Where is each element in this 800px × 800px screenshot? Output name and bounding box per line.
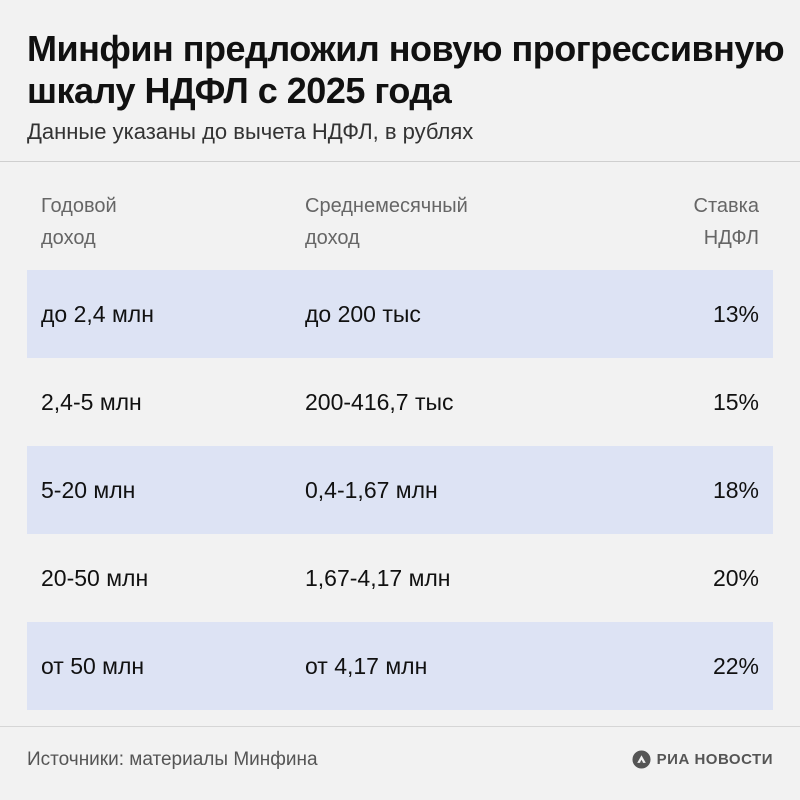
ria-novosti-logo-icon — [632, 750, 651, 769]
tax-scale-table: Годовой доход Среднемесячный доход Ставк… — [27, 190, 773, 710]
tax-rate-cell: 13% — [712, 300, 759, 327]
table-row: 5-20 млн 0,4-1,67 млн 18% — [27, 446, 773, 534]
brand-name: РИА НОВОСТИ — [656, 751, 773, 768]
monthly-income-cell: 200-416,7 тыс — [305, 388, 454, 415]
tax-rate-cell: 20% — [712, 564, 759, 591]
column-header-line: доход — [305, 227, 360, 249]
column-header-line: доход — [41, 227, 96, 249]
column-header-annual-income: Годовой доход — [41, 190, 261, 254]
annual-income-cell: до 2,4 млн — [41, 300, 154, 327]
table-row: 20-50 млн 1,67-4,17 млн 20% — [27, 534, 773, 622]
monthly-income-cell: до 200 тыс — [305, 300, 421, 327]
monthly-income-cell: 0,4-1,67 млн — [305, 476, 438, 503]
monthly-income-cell: от 4,17 млн — [305, 652, 428, 679]
tax-rate-cell: 18% — [712, 476, 759, 503]
column-header-line: Среднемесячный — [305, 195, 468, 217]
table-row: от 50 млн от 4,17 млн 22% — [27, 622, 773, 710]
footer-divider — [0, 726, 800, 727]
table-row: 2,4-5 млн 200-416,7 тыс 15% — [27, 358, 773, 446]
tax-rate-cell: 15% — [712, 388, 759, 415]
column-header-monthly-income: Среднемесячный доход — [305, 190, 565, 254]
column-header-line: НДФЛ — [703, 227, 759, 249]
annual-income-cell: от 50 млн — [41, 652, 145, 679]
brand-mark: РИА НОВОСТИ — [632, 750, 773, 769]
monthly-income-cell: 1,67-4,17 млн — [305, 564, 451, 591]
annual-income-cell: 2,4-5 млн — [41, 388, 142, 415]
column-header-line: Ставка — [693, 195, 759, 217]
header-divider — [0, 161, 800, 162]
column-header-line: Годовой — [41, 195, 117, 217]
annual-income-cell: 5-20 млн — [41, 476, 136, 503]
page-subtitle: Данные указаны до вычета НДФЛ, в рублях — [27, 119, 474, 144]
tax-rate-cell: 22% — [712, 652, 759, 679]
source-note: Источники: материалы Минфина — [27, 749, 318, 770]
column-header-tax-rate: Ставка НДФЛ — [599, 190, 759, 254]
table-row: до 2,4 млн до 200 тыс 13% — [27, 270, 773, 358]
page-title: Минфин предложил новую прогрессивную шка… — [27, 28, 785, 111]
table-header: Годовой доход Среднемесячный доход Ставк… — [27, 190, 773, 270]
annual-income-cell: 20-50 млн — [41, 564, 149, 591]
